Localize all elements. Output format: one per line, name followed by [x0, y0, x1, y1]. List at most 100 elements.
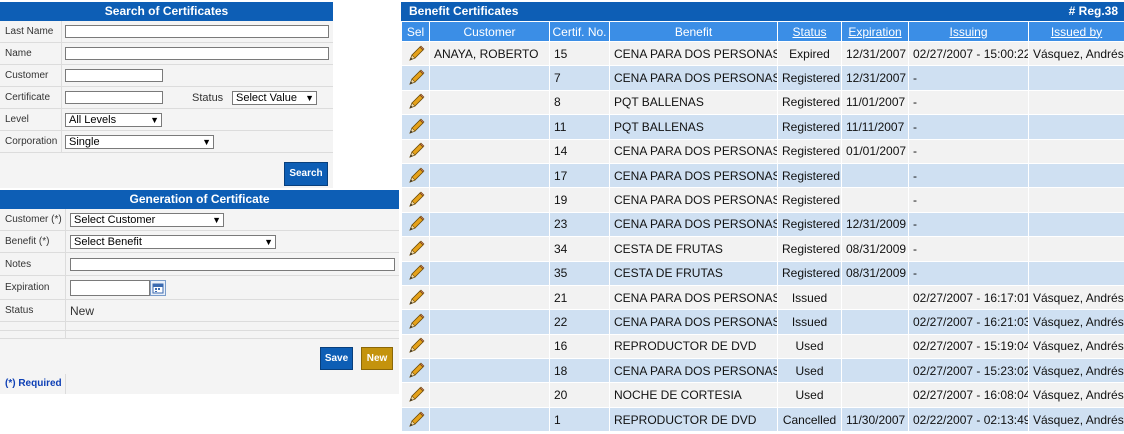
chevron-down-icon: ▼ — [212, 214, 221, 225]
certificate-input[interactable] — [65, 91, 163, 104]
cell-certif-no: 14 — [549, 138, 610, 164]
select-row-button[interactable] — [401, 40, 430, 67]
select-row-button[interactable] — [401, 187, 430, 213]
cell-issuing: 02/27/2007 - 16:08:04 — [908, 382, 1029, 408]
table-row: 7 CENA PARA DOS PERSONAS Registered 12/31/2… — [401, 65, 1124, 91]
gen-notes-row: Notes — [0, 253, 399, 276]
customer-input[interactable] — [65, 69, 163, 82]
cell-expiration — [841, 382, 909, 408]
pencil-icon — [408, 94, 424, 110]
gen-customer-label: Customer (*) — [0, 209, 66, 230]
cell-certif-no: 22 — [549, 309, 610, 335]
select-row-button[interactable] — [401, 236, 430, 262]
certificate-label: Certificate — [0, 87, 62, 108]
col-header-issuing[interactable]: Issuing — [908, 21, 1029, 42]
notes-input[interactable] — [70, 257, 395, 271]
cell-benefit: CENA PARA DOS PERSONAS — [609, 40, 778, 67]
gen-customer-row: Customer (*) Select Customer ▼ — [0, 209, 399, 231]
cell-benefit: CENA PARA DOS PERSONAS — [609, 162, 778, 189]
pencil-icon — [408, 313, 424, 329]
pencil-icon — [408, 289, 424, 305]
table-row: 1 REPRODUCTOR DE DVD Cancelled 11/30/2007 02… — [401, 406, 1124, 433]
cell-expiration: 12/31/2009 — [841, 211, 909, 238]
pencil-icon — [408, 240, 424, 256]
select-row-button[interactable] — [401, 309, 430, 335]
cell-issued-by — [1028, 260, 1124, 286]
cell-issuing: - — [908, 162, 1029, 189]
corporation-select-value: Single — [69, 135, 100, 148]
benefit-certificates-panel: Benefit Certificates # Reg.38 Sel Custom… — [401, 2, 1124, 434]
col-header-expiration[interactable]: Expiration — [841, 21, 909, 42]
select-row-button[interactable] — [401, 358, 430, 384]
cell-issued-by — [1028, 236, 1124, 262]
cell-issuing: - — [908, 89, 1029, 116]
cell-status: Issued — [777, 284, 842, 311]
cell-certif-no: 23 — [549, 211, 610, 238]
cell-issuing: 02/27/2007 - 16:21:03 — [908, 309, 1029, 335]
cell-expiration — [841, 333, 909, 360]
col-header-issued-by[interactable]: Issued by — [1028, 21, 1124, 42]
cell-benefit: NOCHE DE CORTESIA — [609, 382, 778, 408]
cell-issued-by: Vásquez, Andrés — [1028, 40, 1124, 67]
last-name-input[interactable] — [65, 25, 329, 38]
search-panel: Search of Certificates Last Name Name Cu… — [0, 2, 333, 188]
col-header-status[interactable]: Status — [777, 21, 842, 42]
table-row: 14 CENA PARA DOS PERSONAS Registered 01/01/… — [401, 138, 1124, 164]
status-label: Status — [192, 91, 224, 104]
name-input[interactable] — [65, 47, 329, 60]
table-row: 34 CESTA DE FRUTAS Registered 08/31/2009- — [401, 236, 1124, 262]
cell-status: Registered — [777, 236, 842, 262]
table-row: 11 PQT BALLENAS Registered 11/11/2007- — [401, 114, 1124, 140]
gen-benefit-row: Benefit (*) Select Benefit ▼ — [0, 231, 399, 253]
table-row: 19 CENA PARA DOS PERSONAS Registered - — [401, 187, 1124, 213]
pencil-icon — [408, 191, 424, 207]
select-row-button[interactable] — [401, 382, 430, 408]
pencil-icon — [408, 215, 424, 232]
select-row-button[interactable] — [401, 284, 430, 311]
gen-benefit-select[interactable]: Select Benefit ▼ — [70, 234, 276, 249]
calendar-icon[interactable] — [150, 280, 166, 296]
select-row-button[interactable] — [401, 65, 430, 91]
save-button[interactable]: Save — [320, 347, 353, 370]
select-row-button[interactable] — [401, 162, 430, 189]
new-button[interactable]: New — [361, 347, 393, 370]
pencil-icon — [408, 118, 424, 134]
select-row-button[interactable] — [401, 138, 430, 164]
cell-benefit: REPRODUCTOR DE DVD — [609, 406, 778, 433]
cell-expiration — [841, 187, 909, 213]
cell-benefit: CENA PARA DOS PERSONAS — [609, 211, 778, 238]
select-row-button[interactable] — [401, 89, 430, 116]
table-row: ANAYA, ROBERTO 15 CENA PARA DOS PERSONAS Ex… — [401, 40, 1124, 67]
search-button[interactable]: Search — [284, 162, 328, 186]
select-row-button[interactable] — [401, 211, 430, 238]
cell-issuing: - — [908, 138, 1029, 164]
cell-certif-no: 21 — [549, 284, 610, 311]
gen-status-label: Status — [0, 300, 66, 321]
cell-expiration: 11/11/2007 — [841, 114, 909, 140]
cell-status: Used — [777, 358, 842, 384]
cell-status: Registered — [777, 187, 842, 213]
cell-certif-no: 11 — [549, 114, 610, 140]
select-row-button[interactable] — [401, 260, 430, 286]
level-select[interactable]: All Levels ▼ — [65, 112, 162, 127]
corporation-select[interactable]: Single ▼ — [65, 134, 214, 149]
expiration-input[interactable] — [70, 279, 150, 296]
pencil-icon — [408, 386, 424, 402]
customer-label: Customer — [0, 65, 62, 86]
cell-customer — [429, 333, 550, 360]
cell-status: Registered — [777, 89, 842, 116]
select-row-button[interactable] — [401, 406, 430, 433]
name-row: Name — [0, 43, 333, 65]
select-row-button[interactable] — [401, 333, 430, 360]
cell-issuing: 02/27/2007 - 15:19:04 — [908, 333, 1029, 360]
select-row-button[interactable] — [401, 114, 430, 140]
gen-spacer-label — [0, 331, 66, 338]
col-header-benefit: Benefit — [609, 21, 778, 42]
pencil-icon — [408, 142, 424, 158]
level-select-value: All Levels — [69, 113, 117, 126]
table-row: 22 CENA PARA DOS PERSONAS Issued 02/27/2007… — [401, 309, 1124, 335]
generation-panel: Generation of Certificate Customer (*) S… — [0, 190, 399, 394]
status-select[interactable]: Select Value ▼ — [232, 90, 317, 105]
cell-benefit: CENA PARA DOS PERSONAS — [609, 65, 778, 91]
gen-customer-select[interactable]: Select Customer ▼ — [70, 212, 224, 227]
